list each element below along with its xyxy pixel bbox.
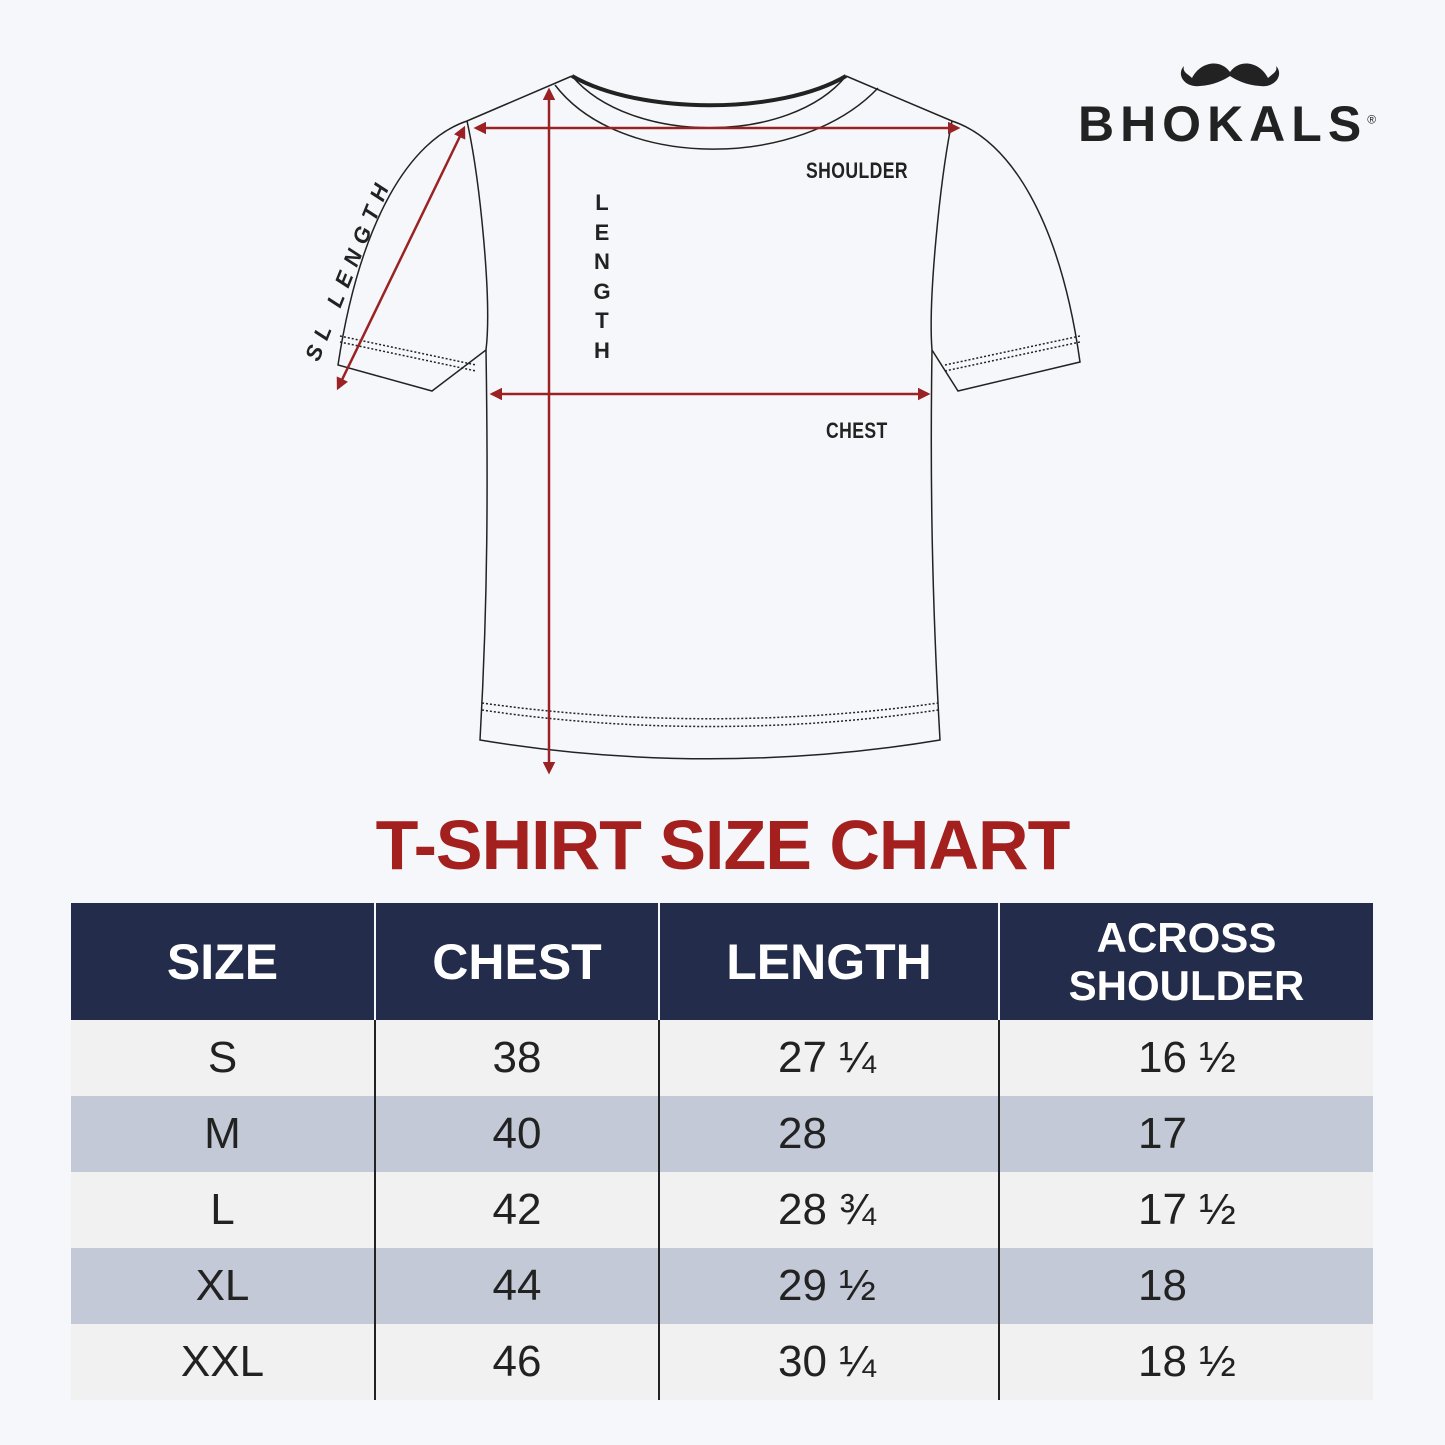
size-table: SIZE CHEST LENGTH ACROSS SHOULDER S 38 27 … xyxy=(71,903,1373,1400)
measurement-arrows xyxy=(336,87,961,775)
tshirt-outline xyxy=(337,74,1081,760)
cell-size: XL xyxy=(71,1248,375,1324)
header-across-shoulder: ACROSS SHOULDER xyxy=(998,903,1373,1020)
header-chest: CHEST xyxy=(374,903,659,1020)
table-row: M 40 28 17 xyxy=(71,1096,1373,1172)
cell-shoulder: 17 ½ xyxy=(998,1172,1373,1248)
cell-length: 29 ½ xyxy=(658,1248,999,1324)
cell-size: L xyxy=(71,1172,375,1248)
cell-chest: 44 xyxy=(374,1248,659,1324)
cell-size: M xyxy=(71,1096,375,1172)
cell-shoulder: 18 xyxy=(998,1248,1373,1324)
cell-chest: 46 xyxy=(374,1324,659,1400)
cell-chest: 40 xyxy=(374,1096,659,1172)
table-row: S 38 27 ¼ 16 ½ xyxy=(71,1020,1373,1096)
cell-shoulder: 18 ½ xyxy=(998,1324,1373,1400)
table-row: XXL 46 30 ¼ 18 ½ xyxy=(71,1324,1373,1400)
chest-label: CHEST xyxy=(826,418,888,443)
brand-name: BHOKALS xyxy=(1077,96,1368,152)
cell-length: 28 ¾ xyxy=(658,1172,999,1248)
length-label: LENGTH xyxy=(593,190,611,363)
header-length: LENGTH xyxy=(658,903,999,1020)
cell-length: 28 xyxy=(658,1096,999,1172)
page-title: T-SHIRT SIZE CHART xyxy=(375,806,1071,884)
sleeve-arrow xyxy=(336,125,466,391)
cell-length: 27 ¼ xyxy=(658,1020,999,1096)
tshirt-diagram xyxy=(336,74,1081,775)
cell-chest: 38 xyxy=(374,1020,659,1096)
cell-size: XXL xyxy=(71,1324,375,1400)
registered-mark: ® xyxy=(1367,112,1383,127)
header-size: SIZE xyxy=(71,903,375,1020)
cell-chest: 42 xyxy=(374,1172,659,1248)
table-row: L 42 28 ¾ 17 ½ xyxy=(71,1172,1373,1248)
shoulder-label: SHOULDER xyxy=(806,158,908,183)
brand-logo: BHOKALS® xyxy=(1075,58,1385,149)
cell-shoulder: 16 ½ xyxy=(998,1020,1373,1096)
table-header: SIZE CHEST LENGTH ACROSS SHOULDER xyxy=(71,903,1373,1020)
cell-size: S xyxy=(71,1020,375,1096)
mustache-icon xyxy=(1180,63,1280,87)
table-row: XL 44 29 ½ 18 xyxy=(71,1248,1373,1324)
cell-length: 30 ¼ xyxy=(658,1324,999,1400)
cell-shoulder: 17 xyxy=(998,1096,1373,1172)
